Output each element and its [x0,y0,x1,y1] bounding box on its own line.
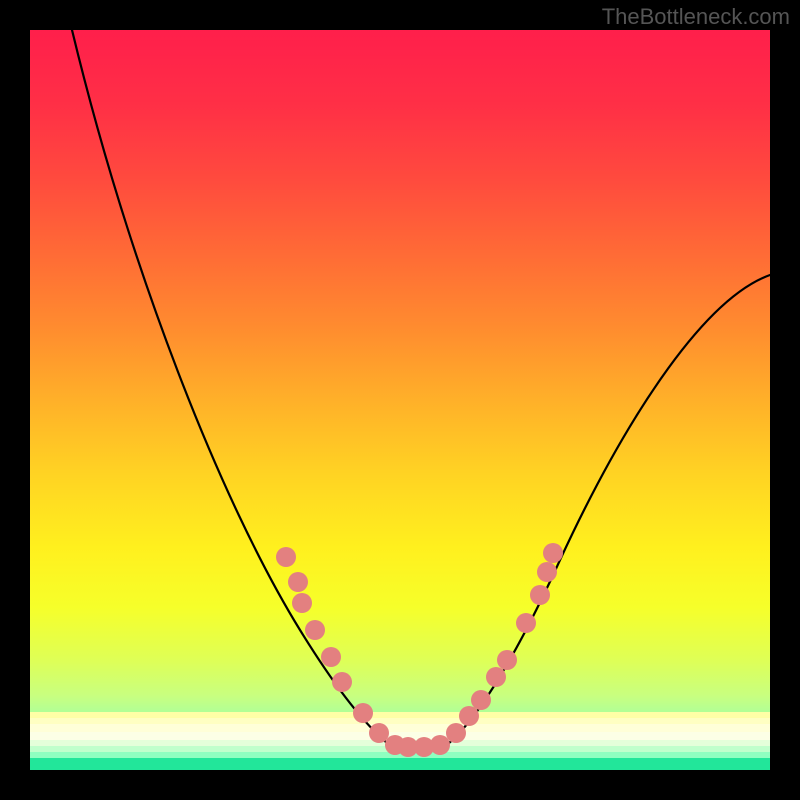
data-marker [430,735,450,755]
data-marker [353,703,373,723]
chart-container: TheBottleneck.com [0,0,800,800]
watermark-text: TheBottleneck.com [602,4,790,30]
data-marker [305,620,325,640]
data-marker [292,593,312,613]
chart-svg [0,0,800,800]
data-marker [497,650,517,670]
data-marker [530,585,550,605]
data-marker [288,572,308,592]
data-marker [543,543,563,563]
data-marker [332,672,352,692]
data-marker [446,723,466,743]
data-marker [516,613,536,633]
data-marker [459,706,479,726]
data-marker [321,647,341,667]
data-marker [486,667,506,687]
data-marker [537,562,557,582]
data-marker [471,690,491,710]
plot-gradient [30,30,770,770]
data-marker [276,547,296,567]
data-marker [369,723,389,743]
